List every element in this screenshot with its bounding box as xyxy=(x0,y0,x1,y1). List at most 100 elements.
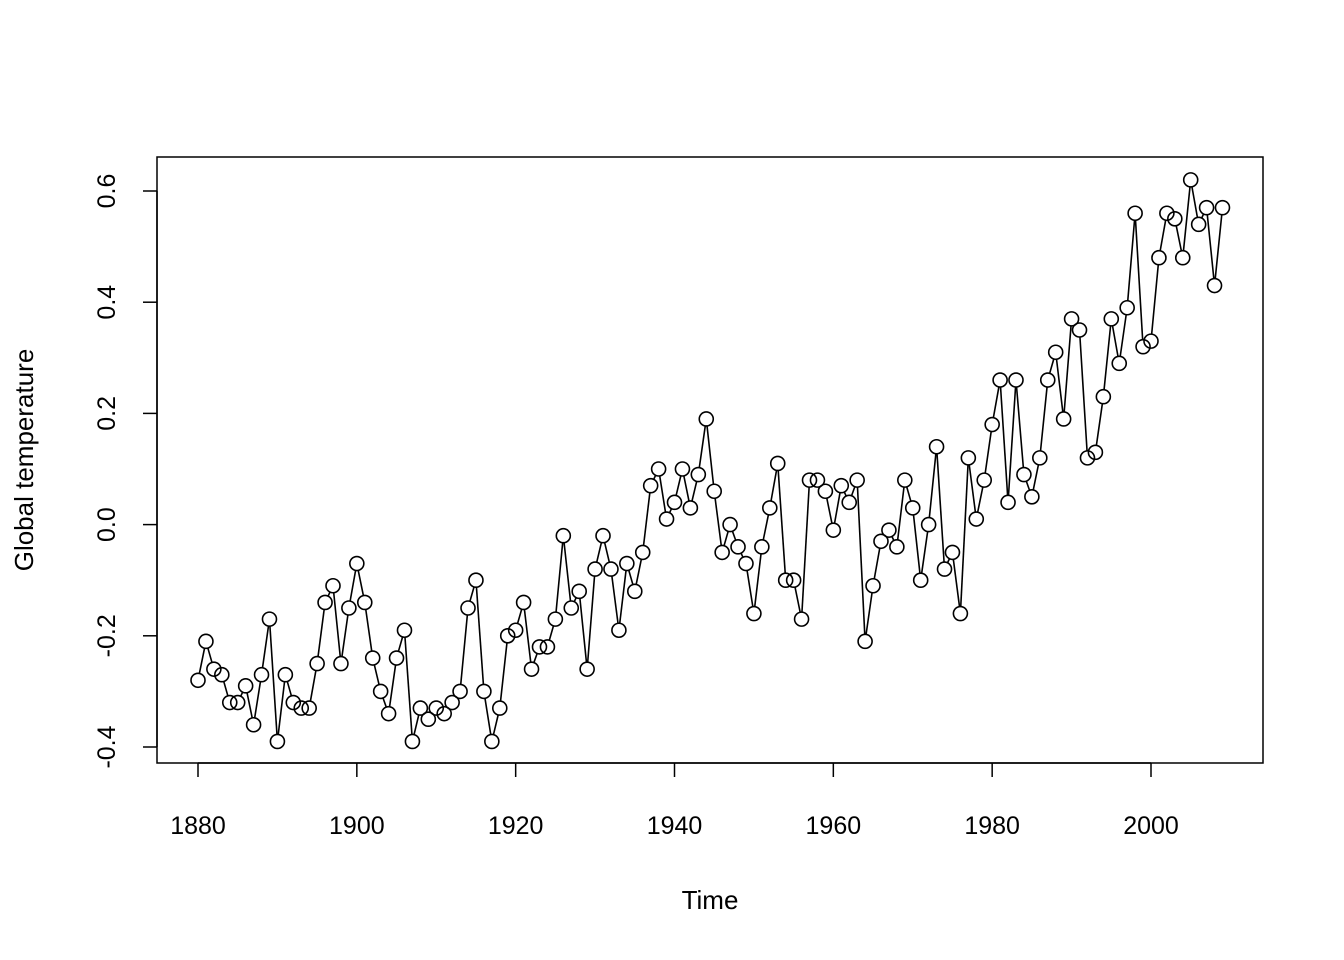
data-point xyxy=(936,561,953,577)
series-segment xyxy=(1191,186,1199,218)
series-segment xyxy=(595,542,603,563)
data-point xyxy=(484,733,500,750)
data-point xyxy=(555,527,572,544)
series-segment xyxy=(675,475,682,496)
y-tick-label: -0.4 xyxy=(93,725,121,768)
data-point xyxy=(269,733,286,750)
series-segment xyxy=(332,592,342,657)
data-point xyxy=(1167,211,1183,227)
series-segment xyxy=(628,570,634,585)
y-tick-label: 0.6 xyxy=(93,174,121,209)
data-point xyxy=(253,666,270,683)
series-segment xyxy=(246,692,253,719)
series-segment xyxy=(373,664,380,685)
data-point xyxy=(833,477,850,494)
data-point xyxy=(349,555,365,572)
data-point xyxy=(611,622,627,639)
data-point xyxy=(992,372,1008,388)
series-segment xyxy=(388,664,397,707)
x-tick-label: 1960 xyxy=(806,812,862,840)
data-point xyxy=(889,539,905,555)
series-segment xyxy=(548,625,555,641)
data-point xyxy=(1151,249,1167,266)
data-point xyxy=(1103,311,1120,327)
data-point xyxy=(1039,372,1056,388)
series-segment xyxy=(999,386,1009,496)
series-segment xyxy=(850,486,856,497)
y-tick-label: 0.4 xyxy=(93,285,121,320)
x-axis-title: Time xyxy=(682,885,739,915)
series-segment xyxy=(397,636,404,652)
data-point xyxy=(436,705,452,722)
data-point xyxy=(309,655,325,672)
data-point xyxy=(1055,411,1072,427)
series-segment xyxy=(475,587,485,685)
data-point xyxy=(968,511,985,527)
series-segment xyxy=(269,626,278,735)
series-segment xyxy=(207,647,213,663)
data-point xyxy=(904,500,921,516)
series-segment xyxy=(523,609,532,663)
series-segment xyxy=(1134,220,1144,340)
data-point xyxy=(388,650,405,666)
data-point xyxy=(1214,199,1231,216)
data-point xyxy=(190,672,206,689)
series-segment xyxy=(1039,386,1048,451)
series-segment xyxy=(1063,325,1072,413)
data-point xyxy=(523,661,540,677)
series-segment xyxy=(357,570,365,596)
series-segment xyxy=(652,474,657,480)
data-point xyxy=(333,655,349,672)
data-point xyxy=(1119,299,1135,316)
data-point xyxy=(1071,322,1088,338)
series-segment xyxy=(327,591,331,597)
series-segment xyxy=(642,492,651,546)
data-point xyxy=(245,716,262,733)
series-segment xyxy=(349,570,357,602)
series-segment xyxy=(912,514,921,574)
series-segment xyxy=(731,530,737,541)
data-point xyxy=(865,577,881,594)
series-segment xyxy=(984,431,992,474)
x-tick-label: 1980 xyxy=(964,812,1020,840)
data-point xyxy=(214,666,230,683)
data-point xyxy=(1008,372,1024,388)
series-segment xyxy=(959,464,969,607)
data-point xyxy=(920,516,937,533)
data-point xyxy=(952,605,969,622)
data-point xyxy=(404,733,421,750)
series-segment xyxy=(1150,264,1160,335)
x-tick-label: 1920 xyxy=(488,812,544,840)
data-points xyxy=(190,172,1231,750)
data-point xyxy=(976,472,993,488)
y-tick-label: -0.2 xyxy=(93,614,121,657)
data-point xyxy=(1079,450,1096,466)
data-point xyxy=(221,694,238,711)
data-point xyxy=(1111,355,1128,372)
series-segment xyxy=(1126,220,1136,301)
series-segment xyxy=(740,552,744,558)
series-segment xyxy=(698,425,707,468)
data-point xyxy=(444,694,460,711)
data-point xyxy=(730,539,746,555)
data-point xyxy=(825,522,842,538)
data-point xyxy=(547,611,564,627)
data-point xyxy=(1047,344,1064,361)
series-segment xyxy=(1007,386,1017,496)
series-segment xyxy=(253,681,262,718)
series-segment xyxy=(1015,386,1025,468)
data-point xyxy=(698,411,715,427)
x-tick-label: 1900 xyxy=(329,812,385,840)
series-segment xyxy=(905,486,912,502)
series-segment xyxy=(1182,186,1191,251)
series-segment xyxy=(992,386,1000,418)
series-segment xyxy=(404,637,413,735)
data-point xyxy=(777,572,794,589)
series-segment xyxy=(533,653,538,663)
series-segment xyxy=(573,597,577,603)
series-segment xyxy=(896,486,905,540)
data-point xyxy=(1000,494,1016,511)
series-segment xyxy=(1175,225,1183,252)
data-point xyxy=(428,700,445,716)
series-segment xyxy=(683,475,690,502)
